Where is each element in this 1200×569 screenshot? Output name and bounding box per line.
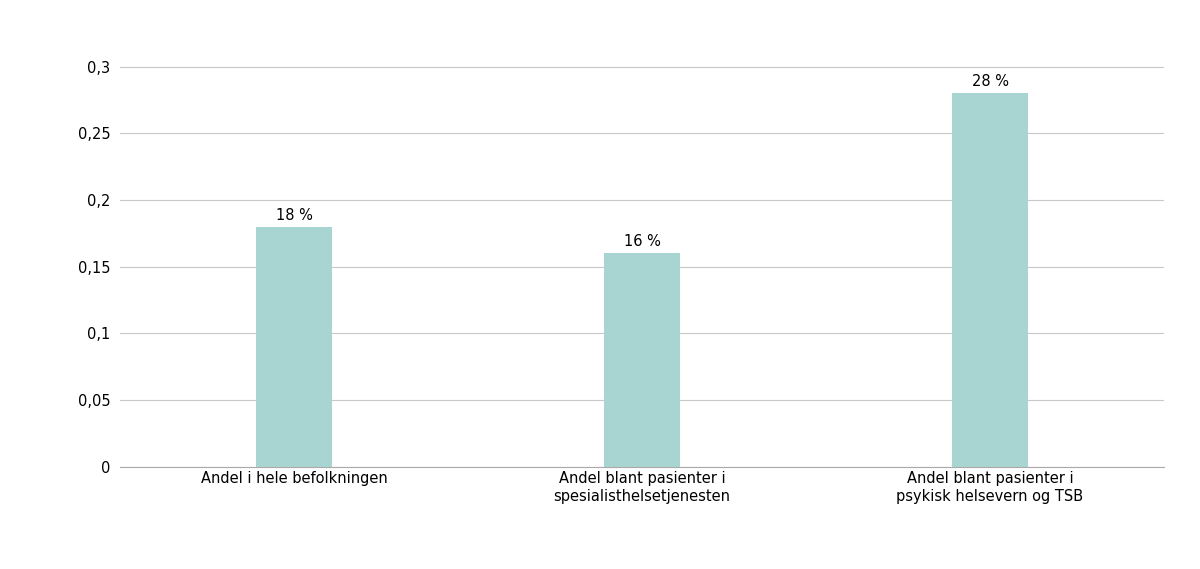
Bar	[952, 93, 1028, 467]
Text: 18 %: 18 %	[276, 208, 312, 222]
Text: 16 %: 16 %	[624, 234, 660, 249]
Text: 28 %: 28 %	[972, 74, 1008, 89]
Bar	[256, 226, 332, 467]
Bar	[604, 253, 680, 467]
